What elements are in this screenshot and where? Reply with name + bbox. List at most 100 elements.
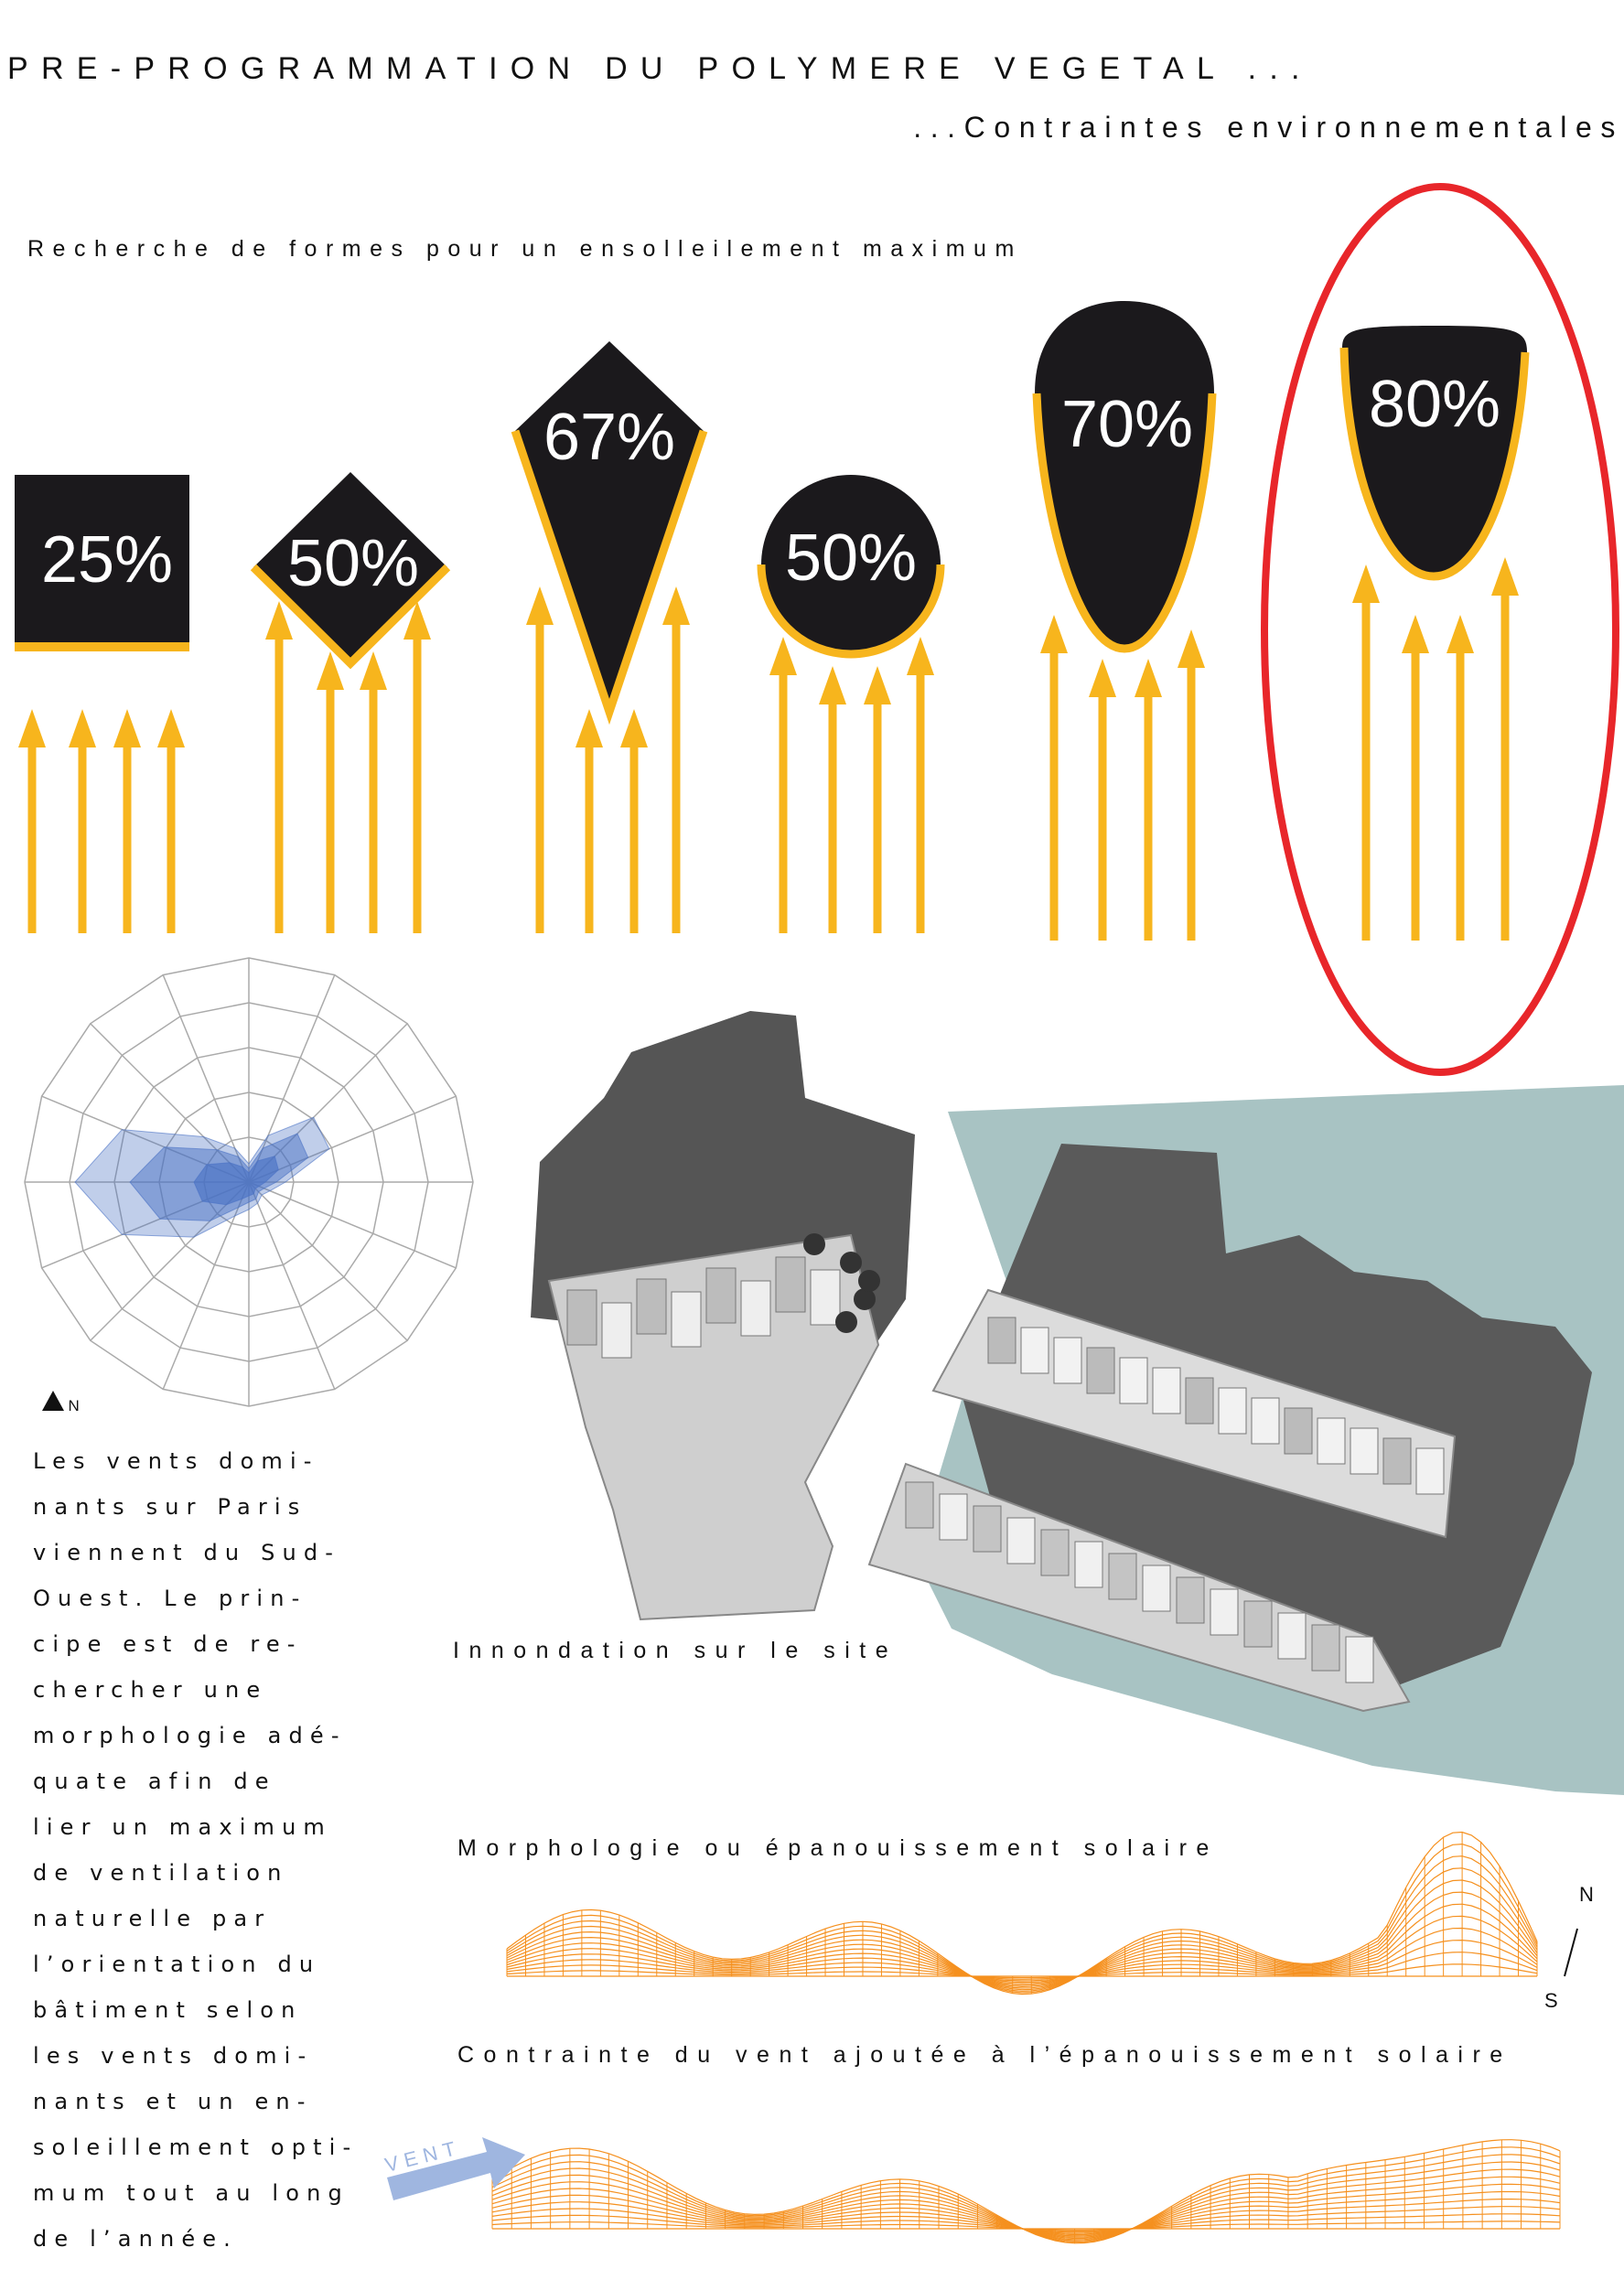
sun-ray-arrowhead-icon xyxy=(403,601,431,640)
wind-rose-spoke xyxy=(248,974,336,1183)
windsolar-mesh-line xyxy=(491,2176,1561,2238)
kite-sun-edge xyxy=(511,429,708,726)
building-roof xyxy=(1142,1565,1171,1612)
building-roof xyxy=(1284,1407,1313,1455)
sun-ray-arrowhead-icon xyxy=(1402,615,1429,653)
description-line: Les vents domi- xyxy=(33,1448,319,1474)
sun-ray-arrowhead-icon xyxy=(1447,615,1474,653)
sun-ray-arrowhead-icon xyxy=(575,709,603,747)
page-subtitle: ...Contraintes environnementales xyxy=(913,111,1624,144)
efficiency-label: 50% xyxy=(785,522,917,595)
building-roof xyxy=(1185,1377,1214,1425)
description-line: Ouest. Le prin- xyxy=(33,1586,307,1611)
building-roof xyxy=(1350,1427,1379,1475)
sun-ray-arrowhead-icon xyxy=(1089,659,1116,697)
sun-ray-arrowhead-icon xyxy=(662,586,690,625)
building-roof xyxy=(1086,1347,1115,1394)
description-line: naturelle par xyxy=(33,1906,272,1931)
solar-mesh-line xyxy=(506,1915,1538,1984)
sun-ray-arrowhead-icon xyxy=(620,709,648,747)
building-roof xyxy=(1210,1588,1239,1636)
solar-mesh-line xyxy=(506,1843,1538,1994)
description-line: de l’année. xyxy=(33,2226,238,2252)
building-roof xyxy=(1415,1447,1445,1495)
solar-mesh-line xyxy=(506,1831,1538,1995)
solar-mesh-line xyxy=(506,1867,1538,1991)
wind-arrow-icon xyxy=(387,2137,525,2200)
sun-ray-arrowhead-icon xyxy=(69,709,96,747)
building-roof xyxy=(1040,1529,1070,1576)
description-line: chercher une xyxy=(33,1677,268,1703)
efficiency-label: 80% xyxy=(1369,368,1500,441)
windsolar-mesh-line xyxy=(491,2154,1561,2242)
windsolar-mesh-line xyxy=(491,2146,1561,2243)
description-line: bâtiment selon xyxy=(33,1997,303,2023)
compass-south: S xyxy=(1544,1989,1558,2012)
tree-icon xyxy=(858,1270,880,1292)
efficiency-label: 50% xyxy=(287,527,419,600)
building-roof xyxy=(671,1291,702,1348)
efficiency-label: 25% xyxy=(41,523,173,597)
rounded-drop-sun-edge xyxy=(1339,347,1530,581)
building-roof xyxy=(1218,1387,1247,1435)
solar-mesh-line xyxy=(506,1855,1538,1992)
efficiency-label: 67% xyxy=(543,401,675,474)
highlight-ellipse xyxy=(1261,183,1619,1076)
tree-icon xyxy=(803,1233,825,1255)
sun-ray-arrowhead-icon xyxy=(907,637,934,675)
building-roof xyxy=(1108,1553,1137,1600)
teardrop-sun-edge xyxy=(1032,393,1217,653)
wind-frequency-area xyxy=(193,1156,279,1206)
sun-ray-arrowhead-icon xyxy=(317,651,344,690)
description-line: lier un maximum xyxy=(33,1814,332,1840)
circle-shape xyxy=(761,475,941,654)
forms-heading: Recherche de formes pour un ensolleileme… xyxy=(27,236,1023,262)
solar-mesh-line xyxy=(506,1891,1538,1988)
description-line: nants sur Paris xyxy=(33,1494,307,1520)
sun-forms-diagram: 25% 50% 67% 50% 70% 80% xyxy=(15,183,1619,1076)
description-line: de ventilation xyxy=(33,1860,289,1886)
solar-mesh-line xyxy=(506,1927,1538,1984)
sun-ray-arrowhead-icon xyxy=(18,709,46,747)
building-roof xyxy=(740,1280,771,1337)
description-line: nants et un en- xyxy=(33,2089,313,2114)
building-roof xyxy=(705,1267,737,1324)
compass-north: N xyxy=(1579,1883,1594,1906)
wind-rose-spoke xyxy=(248,1181,408,1341)
description-line: mum tout au long xyxy=(33,2180,350,2206)
windsolar-mesh-line xyxy=(491,2168,1561,2240)
site-caption: Innondation sur le site xyxy=(453,1638,898,1663)
description-line: cipe est de re- xyxy=(33,1631,303,1657)
site-block-south xyxy=(867,1462,1411,1713)
square-shape xyxy=(15,475,189,644)
tree-icon xyxy=(835,1311,857,1333)
building-roof xyxy=(1053,1337,1082,1384)
building-roof xyxy=(1317,1417,1346,1465)
description-line: morphologie adé- xyxy=(33,1723,347,1748)
building-roof xyxy=(1074,1541,1103,1588)
north-arrow-icon xyxy=(42,1391,64,1411)
building-roof xyxy=(1251,1397,1280,1445)
building-roof xyxy=(1243,1600,1273,1648)
sun-ray-arrowhead-icon xyxy=(1135,659,1162,697)
description-line: soleillement opti- xyxy=(33,2135,359,2160)
building-roof xyxy=(1006,1517,1036,1565)
sun-ray-arrowhead-icon xyxy=(819,666,846,704)
building-roof xyxy=(566,1289,597,1346)
description-line: les vents domi- xyxy=(33,2043,314,2069)
sun-ray-arrowhead-icon xyxy=(1491,557,1519,596)
description-line: l’orientation du xyxy=(33,1952,321,1977)
building-roof xyxy=(973,1505,1002,1553)
solar-mesh-line xyxy=(506,1963,1538,1979)
building-roof xyxy=(1020,1327,1049,1374)
sun-ray-arrowhead-icon xyxy=(526,586,554,625)
description-line: viennent du Sud- xyxy=(33,1540,341,1565)
page-title: PRE-PROGRAMMATION DU POLYMERE VEGETAL ..… xyxy=(7,51,1313,86)
solar-mesh-line xyxy=(506,1952,1538,1980)
building-roof xyxy=(905,1481,934,1529)
solar-mesh-line xyxy=(506,1879,1538,1989)
